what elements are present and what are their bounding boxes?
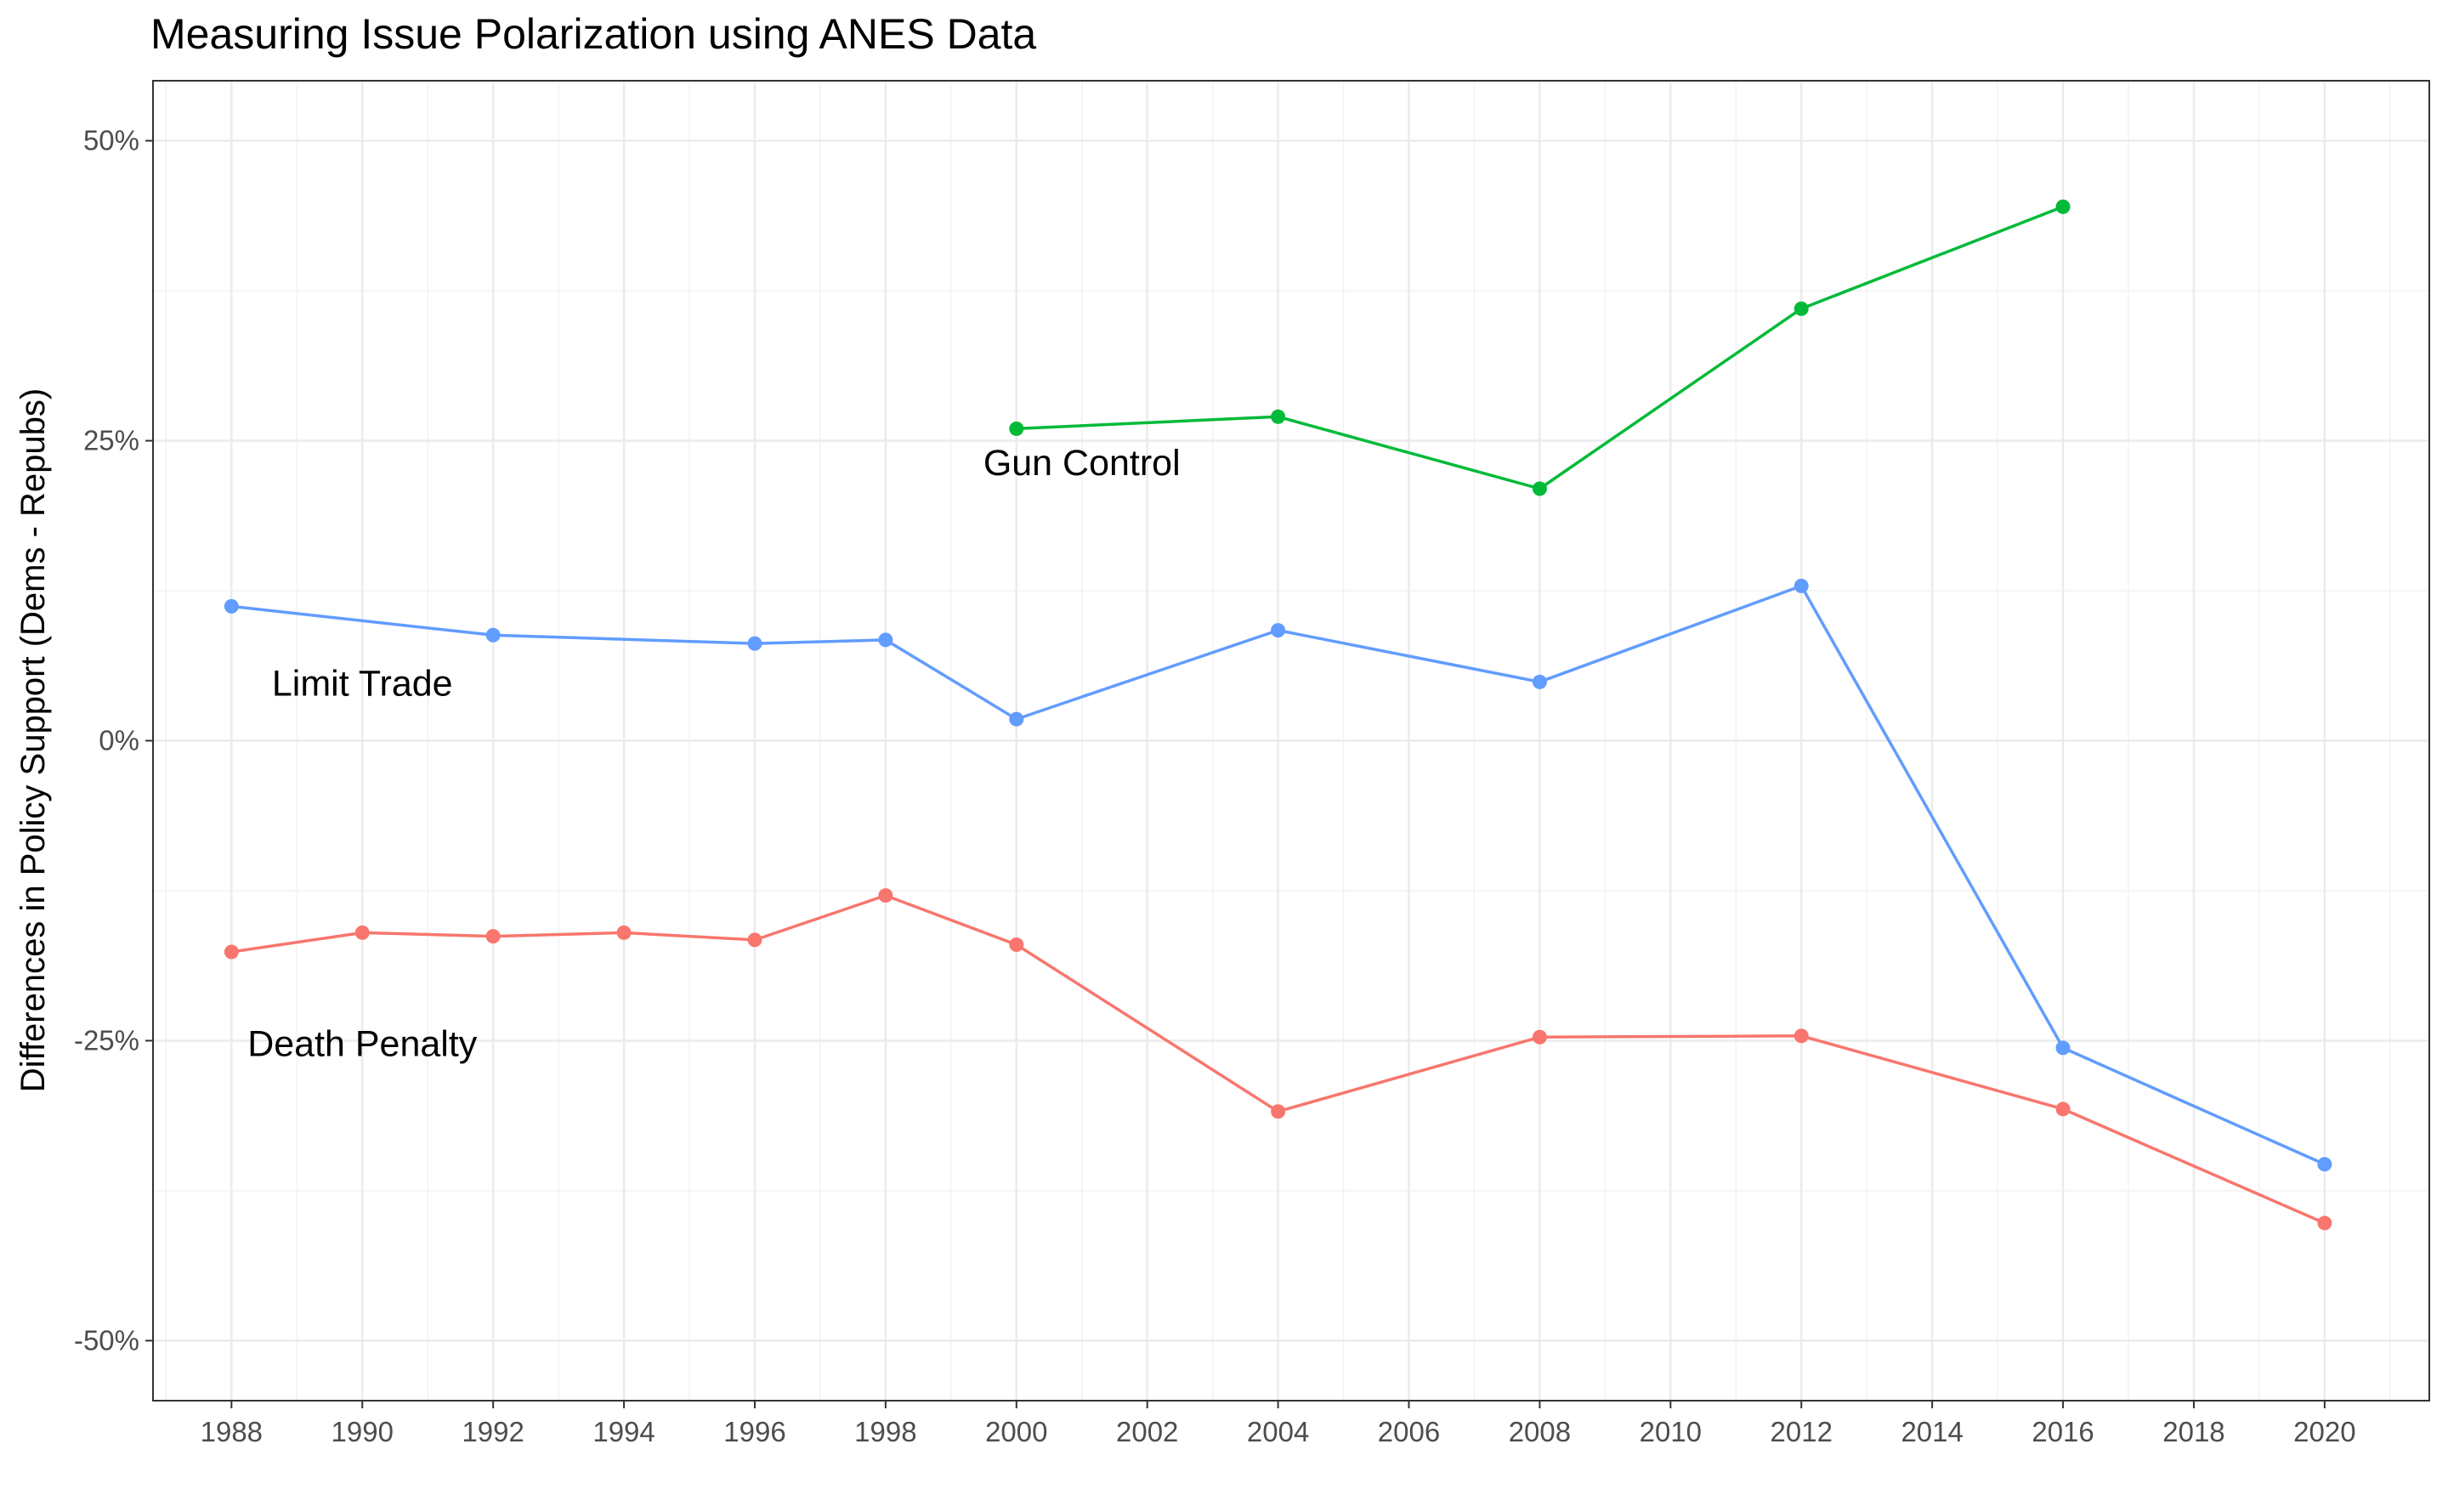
data-point-gun-control	[1532, 481, 1547, 496]
x-tick-label: 2004	[1247, 1416, 1309, 1447]
x-tick-label: 1996	[723, 1416, 785, 1447]
series-gun-control	[1009, 199, 2071, 496]
data-point-death-penalty	[2055, 1101, 2071, 1117]
series-line-limit-trade	[231, 584, 2326, 1166]
data-point-limit-trade	[1532, 674, 1547, 689]
y-axis-title: Differences in Policy Support (Dems - Re…	[14, 388, 52, 1092]
chart-title: Measuring Issue Polarization using ANES …	[150, 10, 1036, 58]
data-point-limit-trade	[1794, 578, 1809, 593]
data-point-death-penalty	[224, 944, 239, 960]
series-limit-trade	[224, 578, 2332, 1172]
y-tick-label: 0%	[99, 725, 139, 756]
data-point-death-penalty	[1271, 1104, 1286, 1119]
data-point-death-penalty	[878, 888, 893, 903]
series-label-gun-control: Gun Control	[983, 443, 1181, 484]
data-point-limit-trade	[1009, 711, 1024, 727]
data-point-death-penalty	[354, 925, 370, 940]
series-label-limit-trade: Limit Trade	[272, 664, 453, 705]
y-tick-label: 50%	[83, 125, 139, 156]
data-point-gun-control	[1271, 409, 1286, 424]
series-annotations: Gun Control Limit Trade Death Penalty	[247, 443, 1180, 1064]
x-tick-label: 1992	[462, 1416, 524, 1447]
y-tick-label: -25%	[74, 1024, 139, 1056]
data-point-death-penalty	[2317, 1215, 2332, 1231]
major-gridlines	[153, 81, 2429, 1401]
data-point-death-penalty	[1532, 1029, 1547, 1045]
series-line-death-penalty	[231, 893, 2326, 1225]
data-point-death-penalty	[616, 925, 632, 940]
x-tick-label: 2000	[985, 1416, 1047, 1447]
x-tick-label: 2018	[2162, 1416, 2224, 1447]
data-point-gun-control	[2055, 199, 2071, 214]
x-tick-label: 1998	[854, 1416, 916, 1447]
x-tick-label: 2008	[1509, 1416, 1571, 1447]
series-death-penalty	[224, 888, 2332, 1231]
series-layer	[224, 199, 2332, 1231]
x-tick-label: 2006	[1378, 1416, 1440, 1447]
y-tick-label: 25%	[83, 425, 139, 456]
x-tick-label: 1988	[201, 1416, 263, 1447]
x-tick-label: 2020	[2293, 1416, 2355, 1447]
data-point-limit-trade	[2317, 1157, 2332, 1172]
series-label-death-penalty: Death Penalty	[247, 1023, 478, 1064]
data-point-death-penalty	[485, 929, 501, 944]
data-point-death-penalty	[1009, 937, 1024, 953]
data-point-gun-control	[1794, 301, 1809, 316]
data-point-limit-trade	[1271, 623, 1286, 638]
x-tick-label: 2010	[1640, 1416, 1702, 1447]
data-point-limit-trade	[2055, 1040, 2071, 1056]
x-tick-label: 2002	[1116, 1416, 1178, 1447]
data-point-death-penalty	[747, 932, 762, 948]
x-tick-label: 2016	[2032, 1416, 2094, 1447]
x-tick-label: 1994	[592, 1416, 654, 1447]
data-point-limit-trade	[485, 627, 501, 643]
x-axis: 1988 1990 1992 1994 1996 1998 2000 2002 2004 2006…	[201, 1401, 2356, 1447]
data-point-gun-control	[1009, 421, 1024, 436]
data-point-limit-trade	[878, 632, 893, 648]
x-tick-label: 2014	[1901, 1416, 1963, 1447]
x-tick-label: 1990	[332, 1416, 394, 1447]
data-point-limit-trade	[224, 598, 239, 614]
data-point-death-penalty	[1794, 1028, 1809, 1044]
y-axis: 50% 25% 0% -25% -50%	[74, 125, 153, 1356]
data-point-limit-trade	[747, 636, 762, 651]
x-tick-label: 2012	[1771, 1416, 1833, 1447]
y-tick-label: -50%	[74, 1324, 139, 1356]
